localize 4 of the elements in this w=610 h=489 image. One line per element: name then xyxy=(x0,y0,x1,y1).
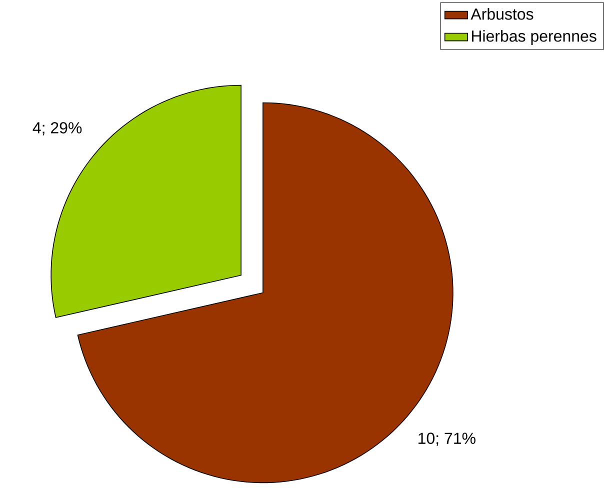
data-label: 4; 29% xyxy=(32,122,82,136)
legend-label: Hierbas perennes xyxy=(472,30,596,45)
data-label: 10; 71% xyxy=(418,432,476,446)
legend-label: Arbustos xyxy=(470,8,534,20)
